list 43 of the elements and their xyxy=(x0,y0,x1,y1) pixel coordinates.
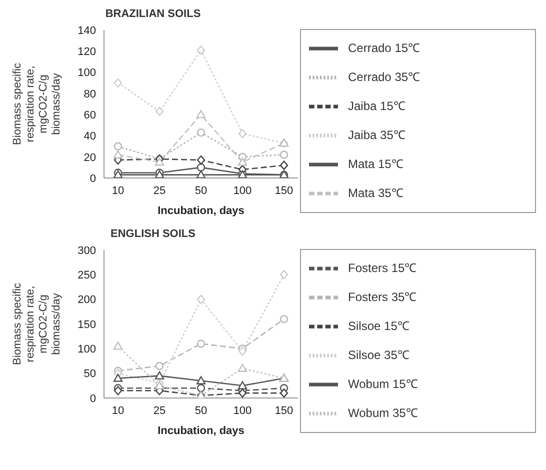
y-tick-label: 60 xyxy=(84,109,96,122)
y-tick-label: 150 xyxy=(78,318,96,331)
legend-label: Silsoe 15℃ xyxy=(348,318,410,333)
chart-title: ENGLISH SOILS xyxy=(110,228,196,240)
y-tick-label: 80 xyxy=(84,88,96,100)
legend-label: Jaiba 15℃ xyxy=(348,98,406,113)
legend-label: Mata 15℃ xyxy=(348,156,404,171)
x-tick-label: 150 xyxy=(274,184,294,197)
legend-label: Fosters 15℃ xyxy=(348,260,417,275)
x-tick-label: 25 xyxy=(153,184,166,197)
y-tick-label: 100 xyxy=(78,344,96,356)
x-tick-label: 150 xyxy=(274,404,294,417)
y-axis-title: Biomass specific respiration rate, mgCO2-C/g biomass/day xyxy=(12,282,62,365)
y-tick-label: 120 xyxy=(78,46,96,58)
y-tick-label: 0 xyxy=(90,392,96,405)
y-tick-label: 50 xyxy=(84,368,96,380)
x-tick-label: 10 xyxy=(112,184,124,197)
legend-label: Cerrado 35℃ xyxy=(348,70,420,84)
x-tick-label: 50 xyxy=(194,184,208,197)
y-tick-label: 0 xyxy=(90,172,96,185)
y-axis-title: Biomass specific respiration rate, mgCO2-C/g biomass/day xyxy=(12,62,62,145)
legend-label: Mata 35℃ xyxy=(348,186,404,200)
y-tick-label: 40 xyxy=(84,130,96,143)
legend-label: Silsoe 35℃ xyxy=(348,348,410,362)
x-axis-title: Incubation, days xyxy=(158,205,244,217)
legend-label: Jaiba 35℃ xyxy=(348,128,406,142)
legend-label: Cerrado 15℃ xyxy=(348,40,420,55)
x-tick-label: 100 xyxy=(233,404,252,417)
legend-label: Wobum 15℃ xyxy=(348,376,418,391)
y-tick-label: 200 xyxy=(78,294,96,306)
y-tick-label: 100 xyxy=(78,67,96,80)
x-tick-label: 100 xyxy=(233,184,252,197)
legend-label: Fosters 35℃ xyxy=(348,290,417,304)
y-tick-label: 140 xyxy=(78,24,96,37)
x-axis-title: Incubation, days xyxy=(158,425,244,437)
y-tick-label: 20 xyxy=(84,152,96,164)
y-tick-label: 300 xyxy=(78,244,96,257)
x-tick-label: 25 xyxy=(153,404,166,417)
chart-title: BRAZILIAN SOILS xyxy=(104,8,202,20)
legend-label: Wobum 35℃ xyxy=(348,406,418,420)
x-tick-label: 10 xyxy=(112,404,124,417)
y-tick-label: 250 xyxy=(78,270,96,282)
x-tick-label: 50 xyxy=(194,404,208,417)
